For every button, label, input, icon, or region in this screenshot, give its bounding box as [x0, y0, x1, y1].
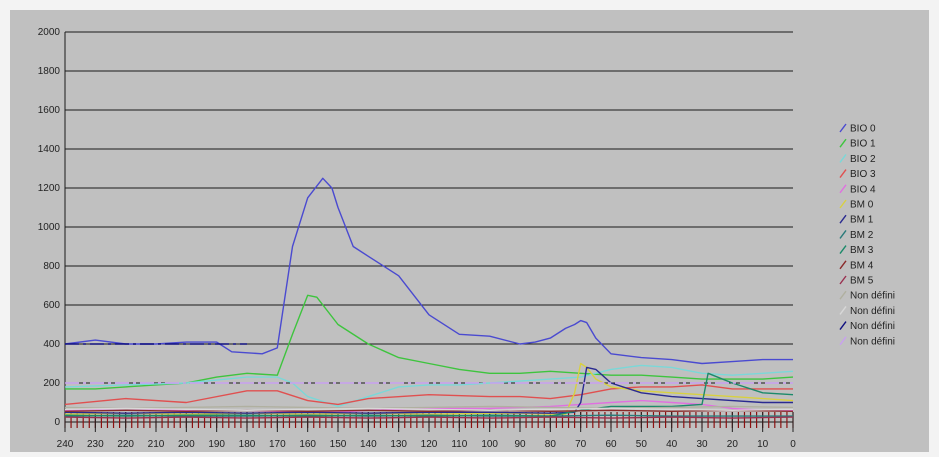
- y-tick-label: 1600: [38, 105, 61, 116]
- legend-label: BM 4: [850, 260, 874, 271]
- y-tick-label: 800: [43, 261, 60, 272]
- legend-swatch: [839, 138, 847, 148]
- legend-label: BIO 3: [850, 169, 876, 180]
- series-lines: [64, 177, 794, 419]
- x-tick-label: 210: [148, 439, 165, 450]
- x-tick-label: 80: [545, 439, 557, 450]
- legend-label: BM 5: [850, 276, 874, 287]
- legend-label: BM 1: [850, 215, 874, 226]
- x-tick-label: 130: [390, 439, 407, 450]
- chart-panel: 0 200 400 600 800 1000 1200 1400 1600 1800 2000 24…: [10, 10, 929, 452]
- legend-label: Non défini: [850, 306, 895, 317]
- x-tick-label: 70: [575, 439, 587, 450]
- y-tick-label: 1200: [38, 183, 61, 194]
- series-line-6: [64, 362, 794, 415]
- x-tick-label: 50: [636, 439, 648, 450]
- legend-label: BIO 2: [850, 154, 876, 165]
- legend-swatch: [839, 336, 847, 346]
- x-tick-label: 90: [514, 439, 526, 450]
- y-tick-label: 1800: [38, 66, 61, 77]
- legend: BIO 0 BIO 1 BIO 2 BIO 3 BIO 4 BM 0 BM 1 BM 2 BM …: [839, 123, 895, 347]
- series-line-1: [64, 177, 793, 365]
- legend-label: Non défini: [850, 336, 895, 347]
- legend-label: BM 3: [850, 245, 874, 256]
- x-tick-label: 150: [330, 439, 347, 450]
- series-line-13: [64, 407, 794, 411]
- x-tick-label: 220: [117, 439, 134, 450]
- x-tick-label: 20: [727, 439, 739, 450]
- series-line-4: [64, 384, 793, 406]
- legend-label: Non défini: [850, 291, 895, 302]
- legend-swatch: [839, 290, 847, 300]
- series-line-10: [64, 409, 794, 412]
- series-line-3: [64, 364, 794, 408]
- x-tick-label: 240: [57, 439, 74, 450]
- y-tick-label: 200: [43, 378, 60, 389]
- y-tick-label: 2000: [38, 27, 61, 38]
- x-tick-label: 30: [696, 439, 708, 450]
- x-tick-label: 170: [269, 439, 286, 450]
- x-tick-label: 60: [605, 439, 617, 450]
- series-line-12: [64, 405, 794, 410]
- x-tick-label: 140: [360, 439, 377, 450]
- legend-swatch: [839, 229, 847, 239]
- legend-label: BM 0: [850, 200, 874, 211]
- legend-swatch: [839, 199, 847, 209]
- legend-swatch: [839, 123, 847, 133]
- legend-label: BIO 0: [850, 124, 876, 135]
- legend-swatch: [839, 321, 847, 331]
- y-tick-label: 1400: [38, 144, 61, 155]
- x-tick-label: 160: [299, 439, 316, 450]
- legend-swatch: [839, 214, 847, 224]
- legend-swatch: [839, 245, 847, 255]
- series-line-2: [65, 294, 794, 390]
- series-line-7: [64, 366, 793, 414]
- y-axis-ticks: 0 200 400 600 800 1000 1200 1400 1600 1800 2000: [38, 27, 61, 428]
- legend-swatch: [839, 260, 847, 270]
- legend-swatch: [839, 305, 847, 315]
- legend-label: BM 2: [850, 230, 874, 241]
- legend-label: Non défini: [850, 321, 895, 332]
- x-tick-label: 190: [208, 439, 225, 450]
- legend-swatch: [839, 275, 847, 285]
- y-tick-label: 0: [54, 417, 60, 428]
- legend-swatch: [839, 153, 847, 163]
- legend-swatch: [839, 184, 847, 194]
- series-line-8: [64, 414, 793, 417]
- y-tick-label: 1000: [38, 222, 61, 233]
- x-tick-label: 180: [239, 439, 256, 450]
- x-tick-label: 40: [666, 439, 678, 450]
- legend-swatch: [839, 169, 847, 179]
- x-tick-label: 10: [757, 439, 769, 450]
- x-tick-label: 100: [481, 439, 498, 450]
- x-tick-label: 230: [87, 439, 104, 450]
- legend-label: BIO 1: [850, 139, 876, 150]
- y-tick-label: 600: [43, 300, 60, 311]
- series-line-11: [64, 416, 794, 419]
- x-tick-label: 120: [421, 439, 438, 450]
- x-tick-label: 0: [790, 439, 796, 450]
- x-axis-ticks: 240 230 220 210 200 190 180 170 160 150 140 130 120 1…: [57, 412, 796, 450]
- x-tick-label: 200: [178, 439, 195, 450]
- y-tick-label: 400: [43, 339, 60, 350]
- x-tick-label: 110: [451, 439, 467, 450]
- series-line-9: [64, 372, 794, 417]
- legend-label: BIO 4: [850, 184, 876, 195]
